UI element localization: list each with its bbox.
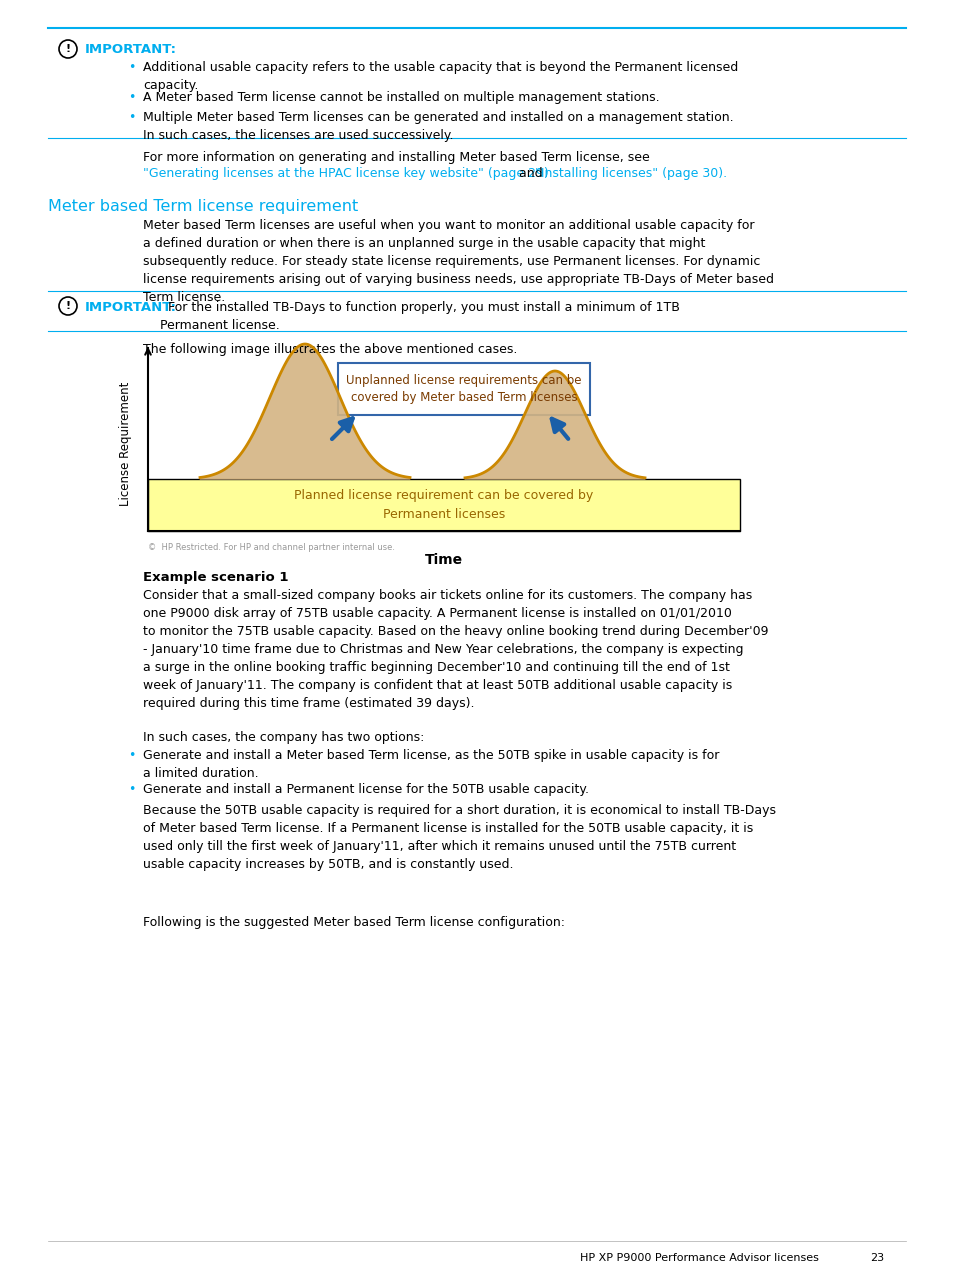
Text: For more information on generating and installing Meter based Term license, see: For more information on generating and i… bbox=[143, 151, 653, 164]
Text: •: • bbox=[128, 61, 135, 74]
Text: and: and bbox=[515, 167, 546, 180]
Text: Unplanned license requirements can be
covered by Meter based Term licenses: Unplanned license requirements can be co… bbox=[346, 374, 581, 404]
Text: 23: 23 bbox=[869, 1253, 883, 1263]
Text: "Installing licenses" (page 30).: "Installing licenses" (page 30). bbox=[535, 167, 726, 180]
Text: •: • bbox=[128, 783, 135, 796]
Text: Time: Time bbox=[424, 553, 462, 567]
Text: Example scenario 1: Example scenario 1 bbox=[143, 571, 288, 583]
Bar bbox=[148, 479, 740, 531]
Text: The following image illustrates the above mentioned cases.: The following image illustrates the abov… bbox=[143, 343, 517, 356]
Text: ©  HP Restricted. For HP and channel partner internal use.: © HP Restricted. For HP and channel part… bbox=[148, 543, 395, 552]
Text: HP XP P9000 Performance Advisor licenses: HP XP P9000 Performance Advisor licenses bbox=[579, 1253, 818, 1263]
Polygon shape bbox=[200, 344, 410, 479]
Text: Consider that a small-sized company books air tickets online for its customers. : Consider that a small-sized company book… bbox=[143, 588, 768, 710]
Text: •: • bbox=[128, 111, 135, 125]
Text: Because the 50TB usable capacity is required for a short duration, it is economi: Because the 50TB usable capacity is requ… bbox=[143, 805, 775, 871]
Text: !: ! bbox=[66, 44, 71, 53]
Text: License Requirement: License Requirement bbox=[119, 381, 132, 506]
Text: •: • bbox=[128, 749, 135, 763]
Text: Following is the suggested Meter based Term license configuration:: Following is the suggested Meter based T… bbox=[143, 916, 564, 929]
Text: Additional usable capacity refers to the usable capacity that is beyond the Perm: Additional usable capacity refers to the… bbox=[143, 61, 738, 92]
Text: IMPORTANT:: IMPORTANT: bbox=[85, 301, 177, 314]
Polygon shape bbox=[464, 371, 644, 479]
Text: IMPORTANT:: IMPORTANT: bbox=[85, 43, 177, 56]
FancyBboxPatch shape bbox=[337, 364, 589, 416]
Text: "Generating licenses at the HPAC license key website" (page 29): "Generating licenses at the HPAC license… bbox=[143, 167, 548, 180]
Text: Generate and install a Permanent license for the 50TB usable capacity.: Generate and install a Permanent license… bbox=[143, 783, 588, 796]
Text: In such cases, the company has two options:: In such cases, the company has two optio… bbox=[143, 731, 424, 744]
Text: •: • bbox=[128, 92, 135, 104]
Text: Planned license requirement can be covered by
Permanent licenses: Planned license requirement can be cover… bbox=[294, 489, 593, 521]
Text: Multiple Meter based Term licenses can be generated and installed on a managemen: Multiple Meter based Term licenses can b… bbox=[143, 111, 733, 142]
Text: Generate and install a Meter based Term license, as the 50TB spike in usable cap: Generate and install a Meter based Term … bbox=[143, 749, 719, 780]
Text: For the installed TB-Days to function properly, you must install a minimum of 1T: For the installed TB-Days to function pr… bbox=[160, 301, 679, 332]
Text: !: ! bbox=[66, 301, 71, 311]
Text: Meter based Term license requirement: Meter based Term license requirement bbox=[48, 200, 358, 214]
Text: A Meter based Term license cannot be installed on multiple management stations.: A Meter based Term license cannot be ins… bbox=[143, 92, 659, 104]
Text: Meter based Term licenses are useful when you want to monitor an additional usab: Meter based Term licenses are useful whe… bbox=[143, 219, 773, 304]
